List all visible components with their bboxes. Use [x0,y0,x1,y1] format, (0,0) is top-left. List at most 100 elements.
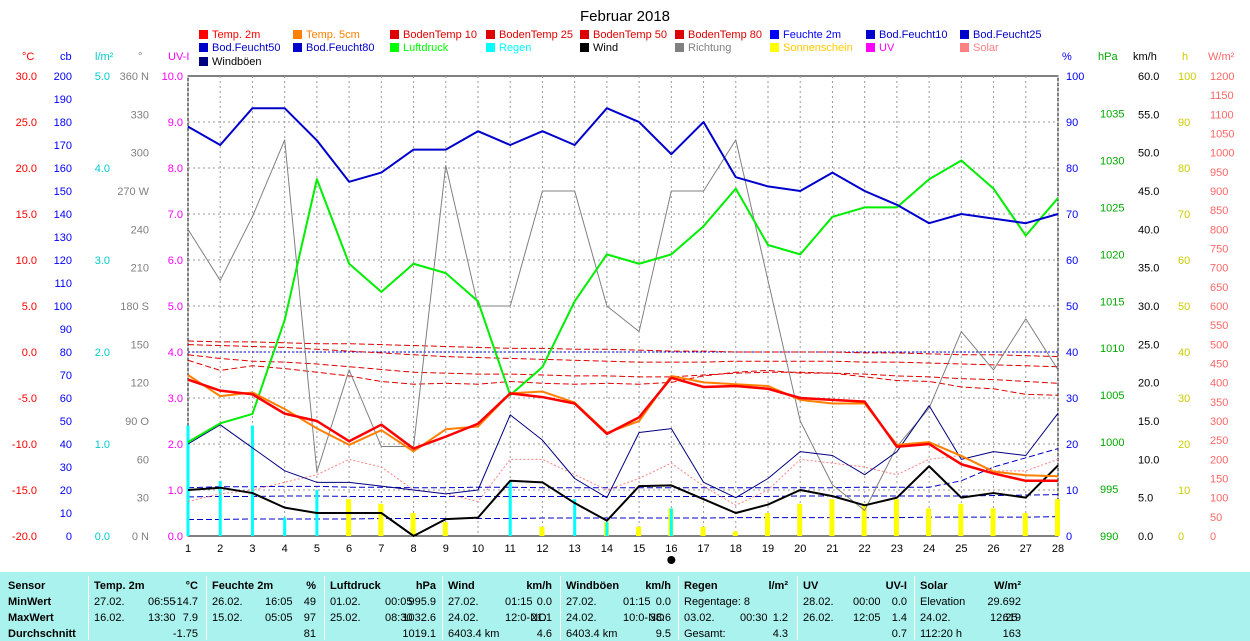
axis-dir-tick-0: 360 N [120,71,149,83]
axis-solar-tick-4: 1000 [1210,148,1234,160]
stats-cell-7-1-date: 24.02. [920,612,951,624]
axis-cb-tick-20: 0 [66,531,72,543]
stats-cell-0-0-time: 06:55 [148,596,176,608]
axis-h-tick-9: 10 [1178,485,1190,497]
axis-hpa-tick-8: 995 [1100,484,1118,496]
axis-pct-tick-3: 70 [1066,209,1078,221]
x-tick-label-10: 11 [505,543,516,555]
x-tick-label-18: 19 [762,543,774,555]
legend-label-15: Sonnenschein [783,42,853,54]
rain-bar-0 [186,425,190,536]
stats-cell-7-2-date: 112:20 h [920,628,963,640]
axis-h-tick-0: 100 [1178,71,1196,83]
rain-bar-12 [573,499,577,536]
axis-rain-tick-1: 4.0 [95,163,110,175]
axis-uvi-tick-1: 9.0 [168,117,183,129]
x-tick-label-20: 21 [826,543,838,555]
axis-dir-tick-9: 90 O [125,416,149,428]
axis-solar-tick-16: 400 [1210,378,1228,390]
stats-block-unit-6: UV-I [885,580,907,592]
axis-unit-rain: l/m² [95,51,114,63]
axis-unit-dir: ° [138,51,142,63]
soil-temp-line-3 [187,340,1059,358]
sunshine-bar-19 [797,503,803,536]
legend-label-18: Windböen [212,56,262,68]
axis-solar-tick-2: 1100 [1210,109,1234,121]
legend-swatch-5 [675,30,684,39]
stats-cell-2-1-time: 08:30 [385,612,413,624]
stats-cell-0-0-date: 27.02. [94,596,125,608]
stats-cell-4-2-value: 9.5 [655,628,671,640]
stats-cell-0-1-time: 13:30 [148,612,176,624]
stats-cell-3-0-time: 01:15 [505,596,533,608]
axis-hpa-tick-1: 1030 [1100,155,1124,167]
stats-cell-3-2-value: 4.6 [536,628,552,640]
stats-row-label-0: Sensor [8,580,46,592]
axis-kmh-tick-11: 5.0 [1138,493,1153,505]
axis-cb-tick-1: 190 [54,94,72,106]
stats-block-title-1: Feuchte 2m [212,580,274,592]
axis-solar-tick-11: 650 [1210,282,1228,294]
stats-cell-3-0-value: 0.0 [536,596,552,608]
stats-cell-3-1-time: 12:0-NO [505,612,547,624]
axis-h-tick-4: 60 [1178,255,1190,267]
axis-dir-tick-10: 60 [137,454,149,466]
soil-moisture-line-0 [187,448,1059,489]
x-tick-label-15: 16 [665,543,677,555]
chart-legend: Temp. 2m Temp. 5cm BodenTemp 10 BodenTemp 2… [199,29,1042,68]
axis-cb-tick-8: 120 [54,255,72,267]
axis-cb-tick-6: 140 [54,209,72,221]
stats-cell-3-0-date: 27.02. [448,596,479,608]
stats-cell-0-2-value: -1.75 [172,628,198,640]
axis-kmh-tick-6: 30.0 [1138,301,1159,313]
stats-cell-7-0-date: Elevation [920,596,966,608]
x-tick-label-7: 8 [410,543,416,555]
axis-h-tick-5: 50 [1178,301,1190,313]
axis-cb-tick-7: 130 [54,232,72,244]
axis-cb-tick-3: 170 [54,140,72,152]
series-line-windb-en [187,405,1059,499]
stats-cell-5-1-value: 1.2 [772,612,788,624]
axis-cb-tick-14: 60 [60,393,72,405]
axis-pct-tick-0: 100 [1066,71,1084,83]
axis-solar-tick-1: 1150 [1210,90,1234,102]
axis-temp-tick-10: -20.0 [12,531,37,543]
axis-uvi-tick-0: 10.0 [162,71,183,83]
stats-cell-1-0-value: 49 [303,596,316,608]
axis-h-tick-10: 0 [1178,531,1184,543]
axis-temp-tick-3: 15.0 [16,209,37,221]
axis-solar-tick-12: 600 [1210,301,1228,313]
axis-solar-tick-8: 800 [1210,224,1228,236]
axis-pct-tick-2: 80 [1066,163,1078,175]
series-line-luftdruck [187,159,1059,443]
rain-bar-1 [218,480,222,536]
axis-kmh-tick-1: 55.0 [1138,109,1159,121]
sunshine-bar-26 [1022,513,1028,536]
axis-temp-tick-7: -5.0 [18,393,37,405]
axis-hpa-tick-3: 1020 [1100,249,1124,261]
stats-cell-6-0-date: 28.02. [803,596,834,608]
x-tick-label-9: 10 [472,543,484,555]
soil-temp-line-1 [187,354,1059,384]
sunshine-bar-17 [732,531,738,536]
legend-swatch-16 [866,43,875,52]
axis-kmh-tick-9: 15.0 [1138,416,1159,428]
axis-rain-tick-2: 3.0 [95,255,110,267]
axis-solar-tick-15: 450 [1210,359,1228,371]
x-tick-label-5: 6 [346,543,352,555]
axis-dir-tick-4: 240 [131,224,149,236]
x-tick-label-27: 28 [1052,543,1064,555]
axis-pct-tick-6: 40 [1066,347,1078,359]
x-tick-label-6: 7 [378,543,384,555]
stats-cell-6-0-time: 00:00 [853,596,881,608]
axis-pct-tick-4: 60 [1066,255,1078,267]
axis-cb-tick-4: 160 [54,163,72,175]
statistics-panel: Sensor MinWert MaxWert Durchschnitt Temp. 2m… [0,572,1250,641]
stats-cell-2-2-value: 1019.1 [402,628,436,640]
axis-cb-tick-0: 200 [54,71,72,83]
legend-swatch-17 [960,43,969,52]
legend-swatch-6 [770,30,779,39]
x-tick-label-21: 22 [859,543,871,555]
axis-temp-tick-6: 0.0 [22,347,37,359]
axis-unit-cb: cb [60,51,72,63]
